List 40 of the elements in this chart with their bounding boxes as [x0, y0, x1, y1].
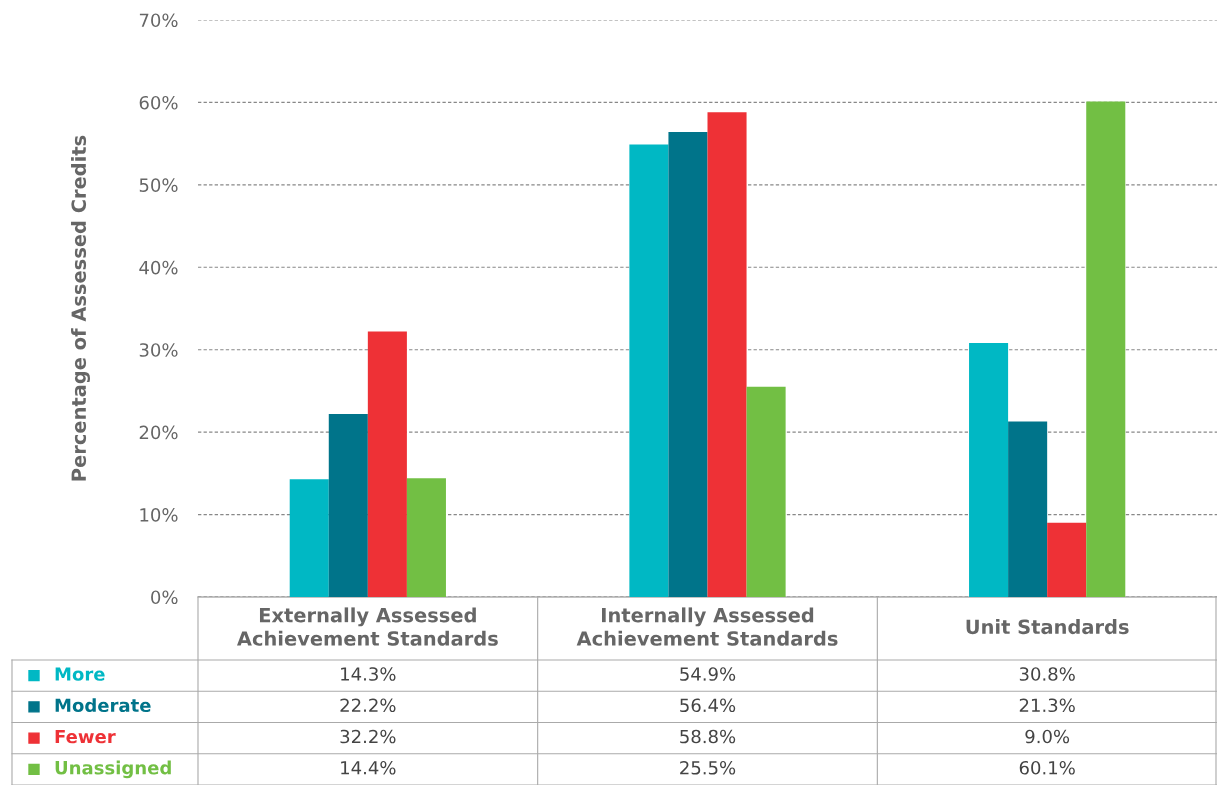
data-label: 60.1%: [1019, 760, 1075, 775]
bar: [406, 478, 446, 597]
data-label: 56.4%: [680, 698, 736, 713]
bar: [707, 112, 747, 597]
y-tick-label: 30%: [139, 343, 178, 357]
data-label: 30.8%: [1019, 667, 1075, 681]
y-tick-label: 10%: [140, 508, 178, 522]
legend-label: Moderate: [55, 698, 151, 713]
data-label: 21.3%: [1019, 698, 1075, 713]
data-label: 14.3%: [341, 667, 396, 681]
y-tick-label: 70%: [139, 13, 178, 28]
bar: [1008, 421, 1048, 597]
x-tick-label: Internally Assessed Achievement Standards: [576, 607, 838, 646]
data-label: 32.2%: [340, 729, 396, 744]
y-tick-label: 50%: [139, 178, 178, 192]
data-label: 58.8%: [680, 729, 736, 744]
data-label: 54.9%: [680, 667, 736, 681]
y-tick-label: 0%: [151, 590, 178, 605]
bar: [629, 144, 669, 597]
bar: [328, 414, 368, 597]
bar: [1047, 522, 1087, 597]
legend-label: Unassigned: [55, 760, 171, 779]
bar: [1086, 101, 1126, 597]
legend-label: More: [55, 667, 105, 681]
bar: [367, 331, 407, 597]
data-label: 14.4%: [341, 760, 396, 775]
y-tick-label: 60%: [139, 95, 178, 110]
data-label: 9.0%: [1025, 729, 1070, 744]
bar: [746, 386, 786, 597]
legend-label: Fewer: [55, 729, 116, 744]
x-tick-label: Externally Assessed Achievement Standards: [236, 607, 498, 646]
bar: [289, 479, 329, 597]
y-tick-label: 20%: [139, 425, 178, 440]
data-label: 22.2%: [340, 698, 396, 713]
bar: [668, 132, 708, 597]
y-tick-label: 40%: [139, 260, 178, 275]
x-tick-label: Unit Standards: [966, 619, 1129, 635]
y-axis-title: Percentage of Assessed Credits: [71, 135, 90, 481]
data-label: 25.5%: [680, 760, 736, 775]
bar: [969, 343, 1009, 597]
